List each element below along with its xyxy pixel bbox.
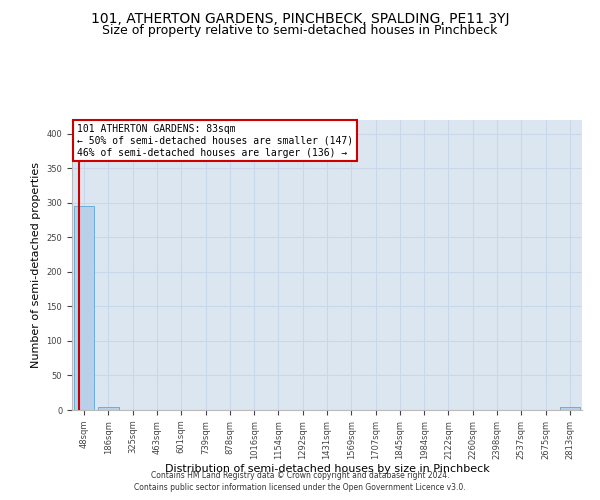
Text: Size of property relative to semi-detached houses in Pinchbeck: Size of property relative to semi-detach…	[103, 24, 497, 37]
Text: 101, ATHERTON GARDENS, PINCHBECK, SPALDING, PE11 3YJ: 101, ATHERTON GARDENS, PINCHBECK, SPALDI…	[91, 12, 509, 26]
Text: 101 ATHERTON GARDENS: 83sqm
← 50% of semi-detached houses are smaller (147)
46% : 101 ATHERTON GARDENS: 83sqm ← 50% of sem…	[77, 124, 353, 158]
Bar	[560, 406, 580, 410]
Y-axis label: Number of semi-detached properties: Number of semi-detached properties	[31, 162, 41, 368]
X-axis label: Distribution of semi-detached houses by size in Pinchbeck: Distribution of semi-detached houses by …	[164, 464, 490, 474]
Text: Contains HM Land Registry data © Crown copyright and database right 2024.
Contai: Contains HM Land Registry data © Crown c…	[134, 471, 466, 492]
Bar	[98, 406, 119, 410]
Bar	[74, 206, 94, 410]
